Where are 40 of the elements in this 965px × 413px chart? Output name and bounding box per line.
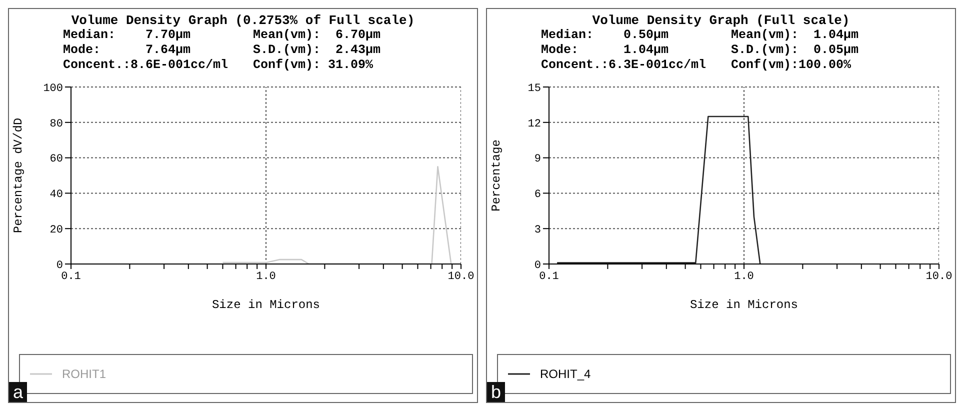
text: Concent.:8.6E-001cc/ml bbox=[63, 58, 230, 73]
x-tick-label: 0.1 bbox=[539, 270, 560, 283]
y-axis-title: Percentage dV/dD bbox=[11, 118, 26, 234]
y-tick-label: 0 bbox=[56, 260, 63, 272]
chart-title: Volume Density Graph (Full scale) bbox=[591, 13, 851, 28]
y-tick-label: 15 bbox=[528, 82, 541, 95]
y-tick-label: 12 bbox=[528, 118, 541, 130]
text: Conf(vm): 31.09% bbox=[253, 58, 374, 73]
text: a bbox=[9, 382, 28, 402]
chart-title: Volume Density Graph (0.2753% of Full scale) bbox=[70, 13, 416, 28]
text: Mean(vm): 6.70µm bbox=[253, 28, 382, 43]
text: S.D.(vm): 2.43µm bbox=[253, 43, 382, 58]
x-tick-label: 10.0 bbox=[448, 270, 474, 283]
text: Mode: 1.04µm bbox=[541, 43, 670, 58]
y-tick-label: 80 bbox=[50, 118, 63, 130]
text: Median: 0.50µm bbox=[541, 28, 670, 43]
y-axis-title: Percentage bbox=[489, 139, 504, 212]
x-tick-label: 0.1 bbox=[61, 270, 82, 283]
y-tick-label: 60 bbox=[50, 154, 63, 166]
x-tick-label: 1.0 bbox=[256, 270, 276, 283]
text: Conf(vm):100.00% bbox=[731, 58, 852, 73]
text: b bbox=[487, 382, 506, 402]
x-tick-label: 10.0 bbox=[926, 270, 952, 283]
y-tick-label: 40 bbox=[50, 189, 63, 202]
text: Mode: 7.64µm bbox=[63, 43, 192, 58]
y-tick-label: 0 bbox=[534, 260, 541, 272]
text: Mean(vm): 1.04µm bbox=[731, 28, 860, 43]
text: Median: 7.70µm bbox=[63, 28, 192, 43]
text: Concent.:6.3E-001cc/ml bbox=[541, 58, 708, 73]
legend-label: ROHIT1 bbox=[62, 367, 106, 381]
y-tick-label: 100 bbox=[43, 82, 63, 95]
y-tick-label: 20 bbox=[50, 224, 63, 237]
legend-label: ROHIT_4 bbox=[540, 367, 591, 381]
y-tick-label: 9 bbox=[534, 154, 541, 166]
x-tick-label: 1.0 bbox=[734, 270, 754, 283]
y-tick-label: 6 bbox=[534, 189, 541, 202]
text: S.D.(vm): 0.05µm bbox=[731, 43, 860, 58]
x-axis-title: Size in Microns bbox=[690, 298, 798, 312]
x-axis-title: Size in Microns bbox=[212, 298, 320, 312]
y-tick-label: 3 bbox=[534, 224, 541, 237]
